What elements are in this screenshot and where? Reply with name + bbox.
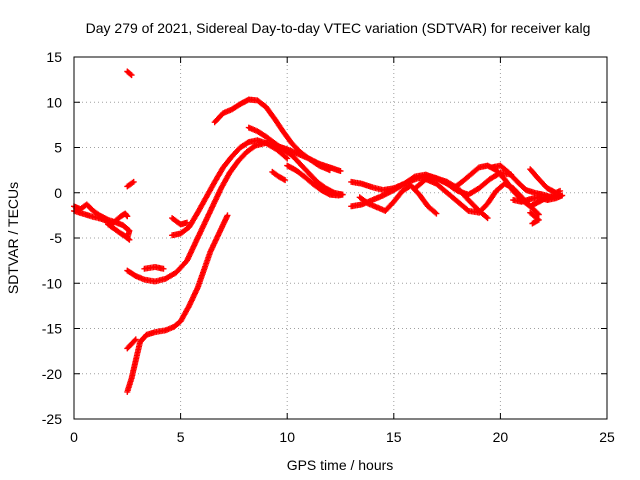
x-tick-label: 10 <box>279 429 295 445</box>
axis-ticks: 0 5 10 15 20 25 -25 -20 -15 -10 -5 0 5 10 15 <box>42 49 615 445</box>
series-track-11 <box>169 215 190 228</box>
series-track-7 <box>124 336 139 352</box>
x-tick-label: 20 <box>493 429 509 445</box>
series-track-6 <box>124 212 231 395</box>
data-point <box>433 210 440 217</box>
y-tick-label: 0 <box>54 185 62 201</box>
data-point <box>123 212 130 219</box>
series-track-4 <box>124 68 135 79</box>
data-point <box>127 71 134 78</box>
y-axis-label: SDTVAR / TECUs <box>5 182 21 294</box>
series-track-5 <box>124 178 137 190</box>
data-point <box>484 215 491 222</box>
x-tick-label: 0 <box>70 429 78 445</box>
y-tick-label: -10 <box>42 275 62 291</box>
data-point <box>131 337 138 344</box>
series-track-14 <box>269 168 289 184</box>
data-points <box>71 68 566 395</box>
data-point <box>483 214 490 221</box>
x-tick-label: 25 <box>599 429 615 445</box>
x-tick-label: 5 <box>177 429 185 445</box>
y-tick-label: -5 <box>50 230 63 246</box>
series-track-12 <box>211 96 333 174</box>
series-track-18 <box>356 182 440 217</box>
data-point <box>410 174 417 181</box>
data-point <box>339 191 346 198</box>
series-track-10 <box>169 137 291 239</box>
grid-lines <box>74 57 607 419</box>
data-point <box>557 187 564 194</box>
series-track-3 <box>105 221 133 243</box>
y-tick-label: 15 <box>46 49 62 65</box>
data-point <box>283 154 289 161</box>
series-track-13 <box>245 124 346 198</box>
series-track-24 <box>527 209 542 227</box>
data-point <box>132 336 139 343</box>
x-axis-label: GPS time / hours <box>287 457 394 473</box>
data-point <box>432 209 439 216</box>
data-point <box>124 213 131 220</box>
data-point <box>160 265 167 272</box>
data-point <box>130 178 137 185</box>
data-point <box>125 235 132 242</box>
y-tick-label: -15 <box>42 321 62 337</box>
x-tick-label: 15 <box>386 429 402 445</box>
data-point <box>128 72 135 79</box>
data-point <box>529 220 536 227</box>
series-track-22 <box>527 166 564 196</box>
data-point <box>559 192 566 199</box>
series-track-21 <box>488 162 564 201</box>
series-track-15 <box>284 162 346 199</box>
y-tick-label: 5 <box>54 140 62 156</box>
chart-title: Day 279 of 2021, Sidereal Day-to-day VTE… <box>86 20 591 36</box>
data-point <box>284 155 291 162</box>
data-point <box>337 168 344 174</box>
y-tick-label: 10 <box>46 94 62 110</box>
series-track-17 <box>348 169 515 210</box>
data-point <box>535 211 542 218</box>
data-point <box>282 177 289 184</box>
plot-frame <box>73 56 608 420</box>
data-point <box>224 212 231 219</box>
y-tick-label: -25 <box>42 411 62 427</box>
data-point <box>534 210 541 217</box>
data-point <box>326 167 333 174</box>
data-point <box>184 219 190 226</box>
data-point <box>126 236 133 243</box>
series-track-9 <box>141 264 167 272</box>
y-tick-label: -20 <box>42 366 62 382</box>
series-track-23 <box>510 192 566 205</box>
